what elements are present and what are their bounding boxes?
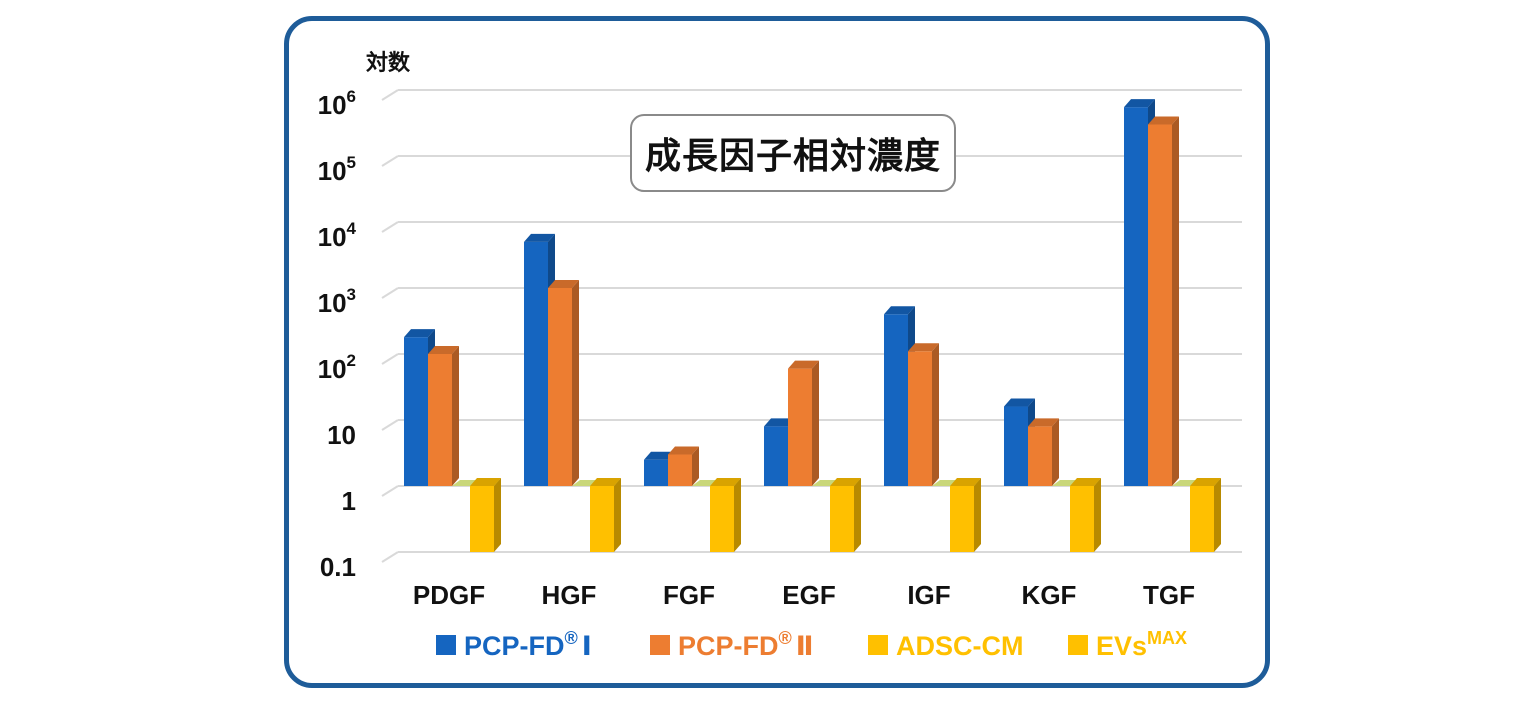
gridline-diag	[381, 155, 399, 167]
bar-evs-max	[590, 478, 621, 552]
category-label: EGF	[782, 580, 835, 610]
legend-label: ADSC-CM	[896, 631, 1024, 661]
category-labels: PDGF HGF FGF EGF IGF KGF TGF	[413, 580, 1195, 610]
bar-evs-max	[470, 478, 501, 552]
y-tick-label: 104	[318, 219, 357, 252]
gridline-diag	[381, 551, 399, 563]
chart-title: 成長因子相対濃度	[630, 114, 956, 192]
bar-pcp-fd-2	[1148, 116, 1179, 486]
y-axis-title: 対数	[366, 50, 411, 75]
y-tick-label: 105	[318, 153, 356, 186]
gridline-diag	[381, 221, 399, 233]
gridline-diag	[381, 485, 399, 497]
bar-evs-max	[830, 478, 861, 552]
bar-pcp-fd-2	[908, 343, 939, 486]
y-tick-label: 102	[318, 351, 356, 384]
bar-evs-max	[710, 478, 741, 552]
legend-swatch	[1068, 635, 1088, 655]
category-label: TGF	[1143, 580, 1195, 610]
bars	[404, 99, 1221, 552]
bar-pcp-fd-2	[668, 446, 699, 486]
category-label: IGF	[907, 580, 950, 610]
bar-evs-max	[1070, 478, 1101, 552]
category-label: PDGF	[413, 580, 485, 610]
bar-pcp-fd-2	[428, 346, 459, 486]
legend-swatch	[650, 635, 670, 655]
y-tick-label: 0.1	[320, 552, 356, 582]
bar-pcp-fd-2	[548, 280, 579, 486]
y-tick-label: 1	[342, 486, 356, 516]
gridline-diag	[381, 353, 399, 365]
legend: PCP-FD® Ⅰ PCP-FD® Ⅱ ADSC-CM EVsMAX	[436, 628, 1187, 661]
gridline-diag	[381, 89, 399, 101]
category-label: FGF	[663, 580, 715, 610]
bar-evs-max	[1190, 478, 1221, 552]
legend-label: PCP-FD® Ⅱ	[678, 628, 814, 661]
bar-pcp-fd-2	[1028, 418, 1059, 486]
legend-label: EVsMAX	[1096, 628, 1187, 661]
gridline-diag	[381, 419, 399, 431]
legend-swatch	[868, 635, 888, 655]
gridline-diag	[381, 287, 399, 299]
bar-evs-max	[950, 478, 981, 552]
bar-pcp-fd-2	[788, 360, 819, 486]
category-label: KGF	[1022, 580, 1077, 610]
legend-label: PCP-FD® Ⅰ	[464, 628, 592, 661]
legend-swatch	[436, 635, 456, 655]
y-tick-label: 10	[327, 420, 356, 450]
y-tick-label: 103	[318, 285, 356, 318]
category-label: HGF	[542, 580, 597, 610]
bar-pcp-fd-1	[764, 418, 795, 486]
y-tick-label: 106	[318, 87, 356, 120]
